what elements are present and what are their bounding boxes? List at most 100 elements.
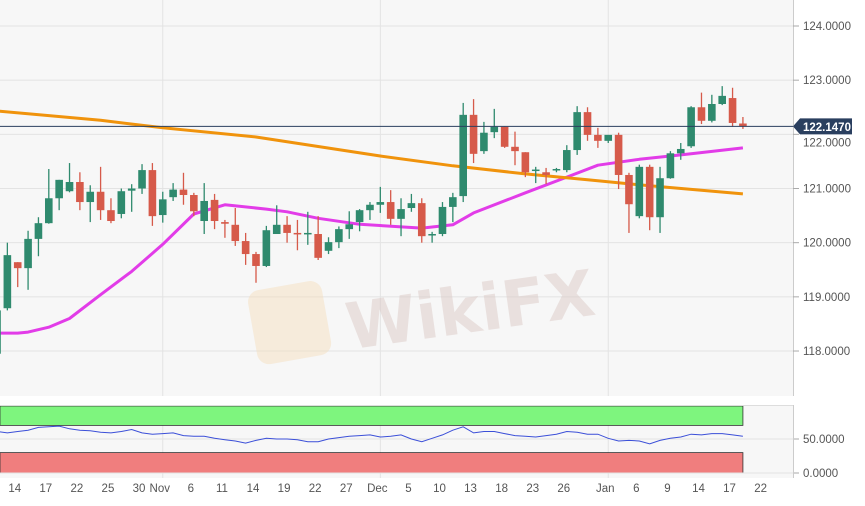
candle-body-down [697, 107, 706, 121]
moving-average-fast-line [0, 146, 744, 335]
candle-body-up [117, 191, 126, 214]
candle-body-up [407, 203, 416, 209]
y-tick-label: 121.0000 [803, 184, 851, 196]
candle-body-down [469, 114, 478, 154]
candle-body-up [428, 234, 436, 236]
x-tick-label: 5 [405, 483, 411, 495]
candle-body-up [366, 204, 374, 211]
x-tick-label: 14 [8, 483, 21, 495]
y-tick-label: 120.0000 [803, 238, 851, 250]
candle-body-up [345, 224, 354, 230]
candle-body-up [438, 206, 447, 235]
candle-body-down [210, 199, 219, 222]
candle-body-up [0, 310, 1, 354]
candle-body-up [324, 242, 333, 251]
candle-body-up [459, 114, 467, 197]
candle-body-down [148, 170, 157, 217]
oscillator-line [0, 425, 743, 445]
x-tick-label: 13 [464, 483, 477, 495]
candle-body-down [728, 98, 737, 123]
y-tick-label: 124.0000 [803, 21, 851, 33]
candle-body-down [221, 222, 229, 224]
candle-body-up [708, 104, 716, 121]
candle-body-up [676, 148, 685, 154]
x-tick-label: 30 [133, 483, 146, 495]
x-tick-label: 9 [664, 483, 670, 495]
x-tick-label: Jan [596, 483, 615, 495]
candle-body-down [511, 146, 519, 152]
candle-body-down [314, 234, 322, 258]
candle-body-down [96, 191, 105, 211]
oscillator-tick-label: 50.0000 [803, 434, 845, 446]
x-tick-label: 25 [102, 483, 115, 495]
candle-body-up [127, 188, 136, 191]
candle-body-up [490, 126, 499, 133]
candle-body-down [293, 232, 302, 235]
candle-body-up [55, 179, 63, 199]
price-axis: 118.0000 119.0000 120.0000 121.0000 122.0000… [793, 21, 851, 358]
y-tick-label: 123.0000 [803, 75, 851, 87]
x-tick-label: 17 [39, 483, 52, 495]
candles [0, 86, 747, 354]
candle-body-down [76, 182, 84, 203]
y-tick-label: 122.0000 [803, 137, 851, 149]
candle-body-up [34, 223, 43, 239]
candle-body-up [666, 153, 675, 179]
candle-body-up [3, 255, 12, 309]
candle-body-up [272, 224, 281, 235]
candle-body-down [252, 254, 260, 266]
candle-body-up [376, 202, 385, 205]
candle-body-down [583, 112, 592, 135]
oscillator-panel: 0.0000 50.0000 [0, 405, 845, 480]
candle-body-up [449, 197, 457, 207]
candle-body-down [231, 224, 240, 242]
candle-body-up [158, 199, 167, 216]
candle-body-down [542, 172, 550, 175]
candle-body-up [200, 200, 208, 222]
x-tick-label: 10 [433, 483, 446, 495]
candle-body-up [65, 182, 74, 192]
candle-body-up [45, 198, 53, 224]
candle-body-down [283, 224, 291, 233]
candle-body-up [552, 169, 561, 171]
x-tick-label: Nov [150, 483, 171, 495]
candle-body-down [594, 134, 602, 141]
candle-body-down [645, 166, 654, 218]
candle-body-down [614, 134, 623, 175]
candle-body-down [179, 189, 188, 196]
y-tick-label: 118.0000 [803, 346, 850, 358]
watermark-logo [248, 281, 332, 365]
candle-body-up [86, 191, 95, 203]
x-tick-label: 18 [495, 483, 508, 495]
x-tick-label: 22 [309, 483, 322, 495]
candle-body-down [417, 203, 426, 237]
oversold-band [0, 452, 744, 474]
candle-body-up [635, 166, 644, 217]
candle-body-up [355, 210, 364, 223]
candle-body-up [656, 178, 664, 218]
candle-body-up [169, 189, 177, 198]
x-tick-label: 19 [278, 483, 291, 495]
x-tick-label: 26 [557, 483, 570, 495]
candle-body-up [24, 238, 32, 269]
x-tick-label: 17 [723, 483, 736, 495]
candle-body-down [386, 202, 395, 219]
candle-body-up [718, 95, 726, 105]
candle-body-up [397, 209, 405, 219]
candle-body-up [480, 132, 488, 152]
candle-body-up [335, 229, 343, 243]
candle-body-down [241, 241, 250, 255]
candle-body-down [190, 195, 198, 212]
overbought-band [0, 405, 744, 426]
x-tick-label: Dec [367, 483, 388, 495]
candle-body-up [531, 169, 540, 172]
candle-body-up [573, 112, 581, 151]
candle-body-up [304, 232, 312, 235]
date-axis: 14 17 22 25 30 Nov 6 11 14 19 22 27 Dec 5 10 13 18 23 26 Ja… [8, 483, 767, 495]
candle-body-down [521, 152, 530, 173]
last-price-marker: 122.1470 [0, 118, 852, 135]
x-tick-label: 22 [754, 483, 767, 495]
candle-body-down [107, 210, 115, 222]
oscillator-tick-label: 0.0000 [803, 468, 838, 480]
